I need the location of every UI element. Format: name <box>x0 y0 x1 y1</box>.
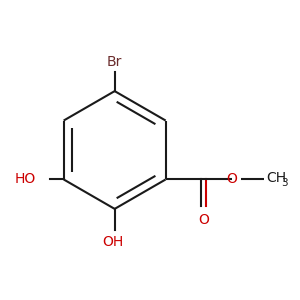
Text: O: O <box>199 213 209 227</box>
Text: Br: Br <box>107 55 122 69</box>
Text: OH: OH <box>103 236 124 249</box>
Text: 3: 3 <box>281 178 288 188</box>
Text: HO: HO <box>14 172 36 186</box>
Text: O: O <box>226 172 237 186</box>
Text: CH: CH <box>266 171 286 185</box>
